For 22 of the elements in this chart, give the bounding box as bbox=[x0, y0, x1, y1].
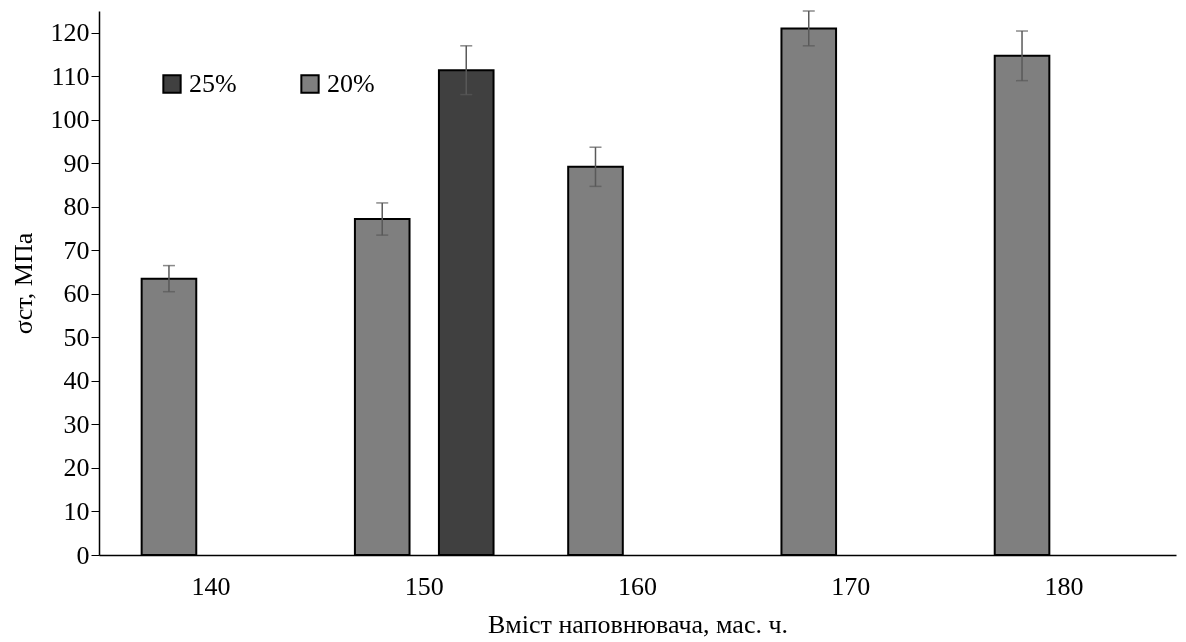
y-tick-label: 90 bbox=[63, 148, 90, 178]
y-tick-label: 40 bbox=[63, 366, 90, 396]
y-tick-label: 0 bbox=[76, 540, 90, 570]
x-axis-title: Вміст наповнювача, мас. ч. bbox=[487, 609, 789, 639]
y-tick-label: 50 bbox=[63, 322, 90, 352]
y-tick-label: 60 bbox=[63, 279, 90, 309]
x-tick-label: 170 bbox=[831, 571, 871, 601]
y-tick-label: 80 bbox=[63, 192, 90, 222]
y-tick-label: 20 bbox=[63, 453, 90, 483]
y-tick-label: 30 bbox=[63, 409, 90, 439]
y-tick-label: 10 bbox=[63, 496, 90, 526]
y-tick-label: 70 bbox=[63, 235, 90, 265]
y-tick-label: 110 bbox=[51, 61, 90, 91]
x-tick-label: 150 bbox=[404, 571, 444, 601]
x-tick-label: 180 bbox=[1044, 571, 1084, 601]
y-axis-title: σст, МПа bbox=[8, 232, 38, 335]
x-tick-label: 140 bbox=[191, 571, 231, 601]
y-tick-label: 100 bbox=[50, 105, 90, 135]
x-tick-label: 160 bbox=[618, 571, 657, 601]
legend-label: 20% bbox=[327, 69, 375, 98]
y-tick-label: 120 bbox=[50, 18, 90, 48]
legend-label: 25% bbox=[189, 69, 237, 98]
